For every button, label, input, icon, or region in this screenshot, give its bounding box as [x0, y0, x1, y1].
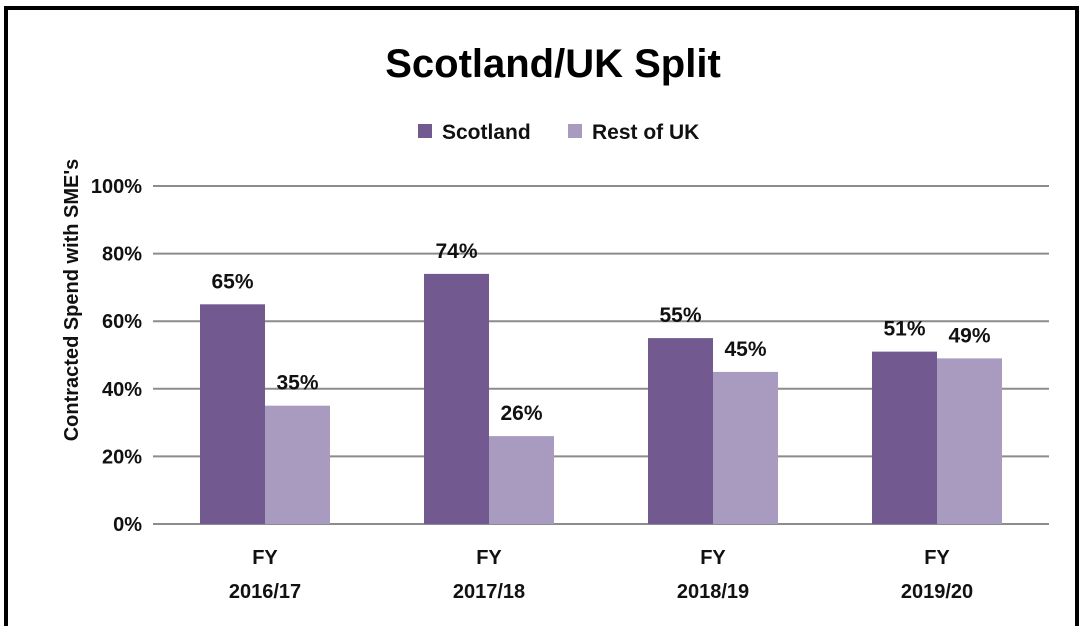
bar-rest-of-uk: [265, 405, 330, 524]
x-axis-categories: FY 2016/17 FY 2017/18 FY 2018/19 FY 2019/20: [229, 547, 973, 603]
y-tick-label: 60%: [102, 311, 142, 333]
data-label: 35%: [276, 372, 318, 395]
data-label: 65%: [211, 270, 253, 293]
data-label: 55%: [659, 304, 701, 327]
bar-scotland: [424, 273, 489, 524]
x-category-label: FY: [700, 547, 726, 569]
legend-label: Rest of UK: [592, 121, 699, 144]
bar-rest-of-uk: [489, 436, 554, 524]
y-axis-ticks: 0% 20% 40% 60% 80% 100%: [91, 176, 142, 536]
data-label: 49%: [948, 324, 990, 347]
legend-label: Scotland: [442, 121, 531, 144]
data-label: 74%: [435, 240, 477, 263]
y-axis-label: Contracted Spend with SME's: [61, 159, 83, 442]
data-label: 26%: [500, 402, 542, 425]
x-category-label: FY: [476, 547, 502, 569]
bar-rest-of-uk: [713, 371, 778, 524]
x-category-label: FY: [924, 547, 950, 569]
data-label: 51%: [883, 318, 925, 341]
x-category-label: 2018/19: [677, 581, 749, 603]
x-category-label: 2019/20: [901, 581, 973, 603]
bar-scotland: [648, 338, 713, 524]
y-tick-label: 20%: [102, 446, 142, 468]
y-tick-label: 0%: [113, 514, 142, 536]
chart-title: Scotland/UK Split: [385, 42, 721, 86]
data-labels: 65% 35% 74% 26% 55% 45% 51% 49%: [211, 240, 990, 425]
x-category-label: 2016/17: [229, 581, 301, 603]
y-tick-label: 40%: [102, 379, 142, 401]
bar-scotland: [200, 304, 265, 524]
data-label: 45%: [724, 338, 766, 361]
bars: [200, 273, 1002, 524]
y-tick-label: 100%: [91, 176, 142, 198]
bar-rest-of-uk: [937, 358, 1002, 524]
x-category-label: FY: [252, 547, 278, 569]
legend-swatch: [418, 124, 432, 138]
bar-scotland: [872, 351, 937, 524]
legend-swatch: [568, 124, 582, 138]
legend: Scotland Rest of UK: [418, 121, 699, 144]
x-category-label: 2017/18: [453, 581, 525, 603]
y-tick-label: 80%: [102, 244, 142, 266]
